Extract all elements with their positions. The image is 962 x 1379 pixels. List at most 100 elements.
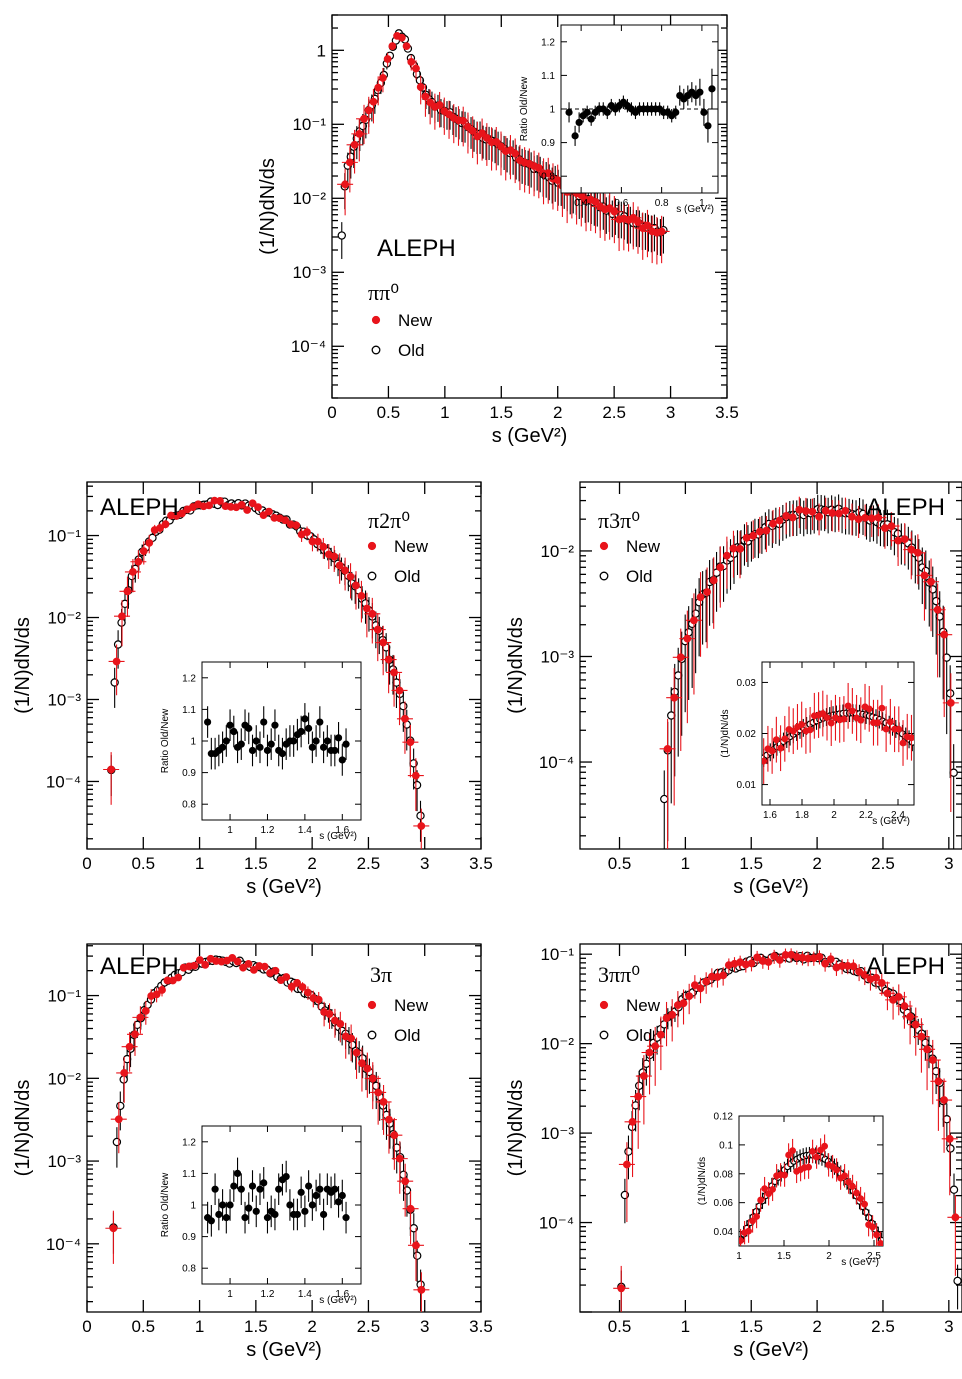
y-tick-label: 10⁻²	[47, 608, 81, 627]
x-axis-label: s (GeV²)	[246, 1339, 322, 1361]
new-point	[347, 1034, 356, 1043]
inset-ratio-point	[571, 132, 579, 140]
inset-ratio-point	[342, 740, 350, 748]
new-point	[920, 571, 929, 580]
x-tick-label: 2.5	[602, 403, 626, 422]
new-point	[145, 539, 154, 547]
y-tick-label: 1	[317, 41, 326, 60]
legend-new-marker	[367, 1000, 377, 1010]
inset-y-tick-label: 0.1	[719, 1140, 733, 1151]
inset-ratio-point	[334, 1198, 343, 1206]
x-tick-label: 2	[553, 403, 562, 422]
x-axis-label: s (GeV²)	[246, 876, 322, 898]
new-point	[764, 958, 773, 966]
new-point	[287, 982, 296, 991]
inset-new-point	[878, 704, 886, 712]
old-point	[399, 701, 408, 711]
inset-old-point	[862, 1208, 870, 1216]
inset-ratio-point	[245, 724, 253, 732]
inset-ratio-point	[331, 1185, 339, 1193]
new-point	[696, 984, 705, 993]
inset-new-point	[809, 1147, 816, 1155]
inset-ratio-point	[286, 1201, 294, 1209]
experiment-label: ALEPH	[866, 953, 945, 980]
inset-new-point	[798, 721, 806, 728]
inset-new-point	[874, 719, 882, 727]
inset-x-tick-label: 0.8	[655, 198, 669, 209]
inset-x-tick-label: 1.5	[777, 1251, 791, 1262]
new-point	[384, 655, 393, 664]
inset-data	[739, 1134, 883, 1246]
inset-new-point	[813, 1153, 820, 1161]
inset-x-tick-label: 1	[227, 1289, 233, 1300]
inset-x-tick-label: 2	[831, 810, 837, 821]
inset-new-point	[821, 1142, 828, 1150]
new-point	[134, 557, 143, 566]
old-point	[928, 585, 937, 594]
new-point	[374, 83, 383, 92]
new-point	[940, 1096, 948, 1104]
inset-ratio-point	[248, 1182, 257, 1190]
new-point	[107, 765, 116, 774]
new-point	[821, 506, 830, 515]
new-point	[722, 551, 731, 560]
legend-new-marker	[367, 541, 377, 551]
y-tick-label: 10⁻¹	[540, 945, 574, 964]
legend-new-label: New	[394, 537, 429, 556]
old-point	[949, 768, 958, 777]
x-tick-label: 1	[195, 854, 204, 873]
inset-new-point	[908, 734, 914, 742]
inset-x-tick-label: 1.2	[261, 825, 275, 836]
inset-new-point	[806, 726, 814, 734]
inset-x-tick-label: 2	[826, 1251, 832, 1262]
x-tick-label: 0	[82, 854, 91, 873]
x-tick-label: 2.5	[357, 1317, 381, 1336]
new-point	[907, 545, 916, 554]
legend: New Old	[599, 996, 661, 1045]
new-point	[628, 1117, 637, 1126]
inset-ratio-point	[301, 1207, 309, 1215]
x-tick-label: 1	[440, 403, 449, 422]
inset-new-point	[789, 727, 797, 735]
inset-ratio-point	[267, 740, 275, 748]
inset-ratio-point	[575, 118, 583, 127]
x-tick-label: 3	[420, 854, 429, 873]
new-point	[544, 169, 553, 178]
inset-new-point	[753, 1213, 760, 1220]
inset-ratio-point	[312, 1191, 320, 1200]
inset-ratio-point	[263, 746, 272, 755]
new-point	[685, 992, 694, 1000]
old-point	[113, 640, 123, 649]
inset-y-tick-label: 0.9	[182, 768, 196, 779]
new-point	[374, 1088, 383, 1097]
new-point	[412, 1241, 420, 1250]
new-point	[174, 973, 183, 982]
inset-y-tick-label: 1.1	[182, 705, 196, 716]
inset-x-tick-label: 1.6	[763, 810, 777, 821]
experiment-label: ALEPH	[377, 235, 456, 262]
inset-data	[561, 68, 718, 146]
channel-label: 3ππ⁰	[598, 962, 640, 987]
inset-y-tick-label: 0.04	[714, 1227, 734, 1238]
y-axis-label: (1/N)dN/ds	[12, 1080, 34, 1177]
y-tick-label: 10⁻¹	[47, 987, 81, 1006]
y-tick-label: 10⁻⁴	[539, 753, 574, 772]
old-point	[110, 678, 119, 687]
new-point	[331, 1016, 339, 1025]
new-point	[411, 771, 420, 780]
inset-ratio-point	[241, 1214, 249, 1222]
inset-ratio-point	[696, 88, 704, 96]
inset-new-point	[895, 725, 903, 733]
experiment-label: ALEPH	[100, 953, 179, 980]
inset-ratio-point	[207, 1217, 215, 1225]
new-point	[676, 653, 685, 662]
inset-y-tick-label: 1.2	[541, 37, 555, 48]
inset-x-label: s (GeV²)	[319, 1295, 357, 1306]
old-point	[684, 628, 693, 637]
data-points	[105, 954, 430, 1312]
panel-pi2pi0: 0 0.5 1 1.5 2 2.5 3 3.5 10⁻⁴ 10⁻³ 10⁻² 10⁻¹ s (GeV²)…	[12, 481, 493, 898]
y-tick-label: 10⁻³	[47, 690, 81, 709]
x-tick-label: 1	[681, 1317, 690, 1336]
y-tick-label: 10⁻²	[540, 542, 574, 561]
new-point	[795, 505, 804, 514]
